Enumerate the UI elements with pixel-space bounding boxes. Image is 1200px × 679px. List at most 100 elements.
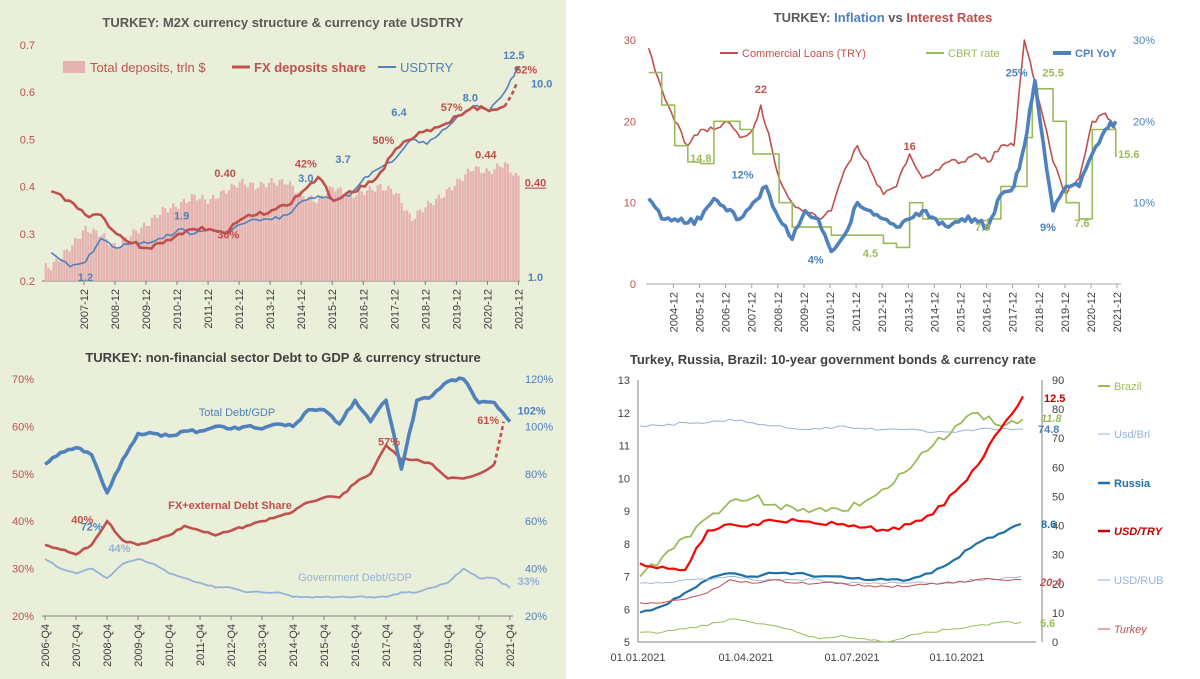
deposit-bar	[474, 166, 478, 281]
title-part-vs: vs	[885, 10, 907, 25]
cpi-line	[647, 78, 1118, 254]
deposit-bar	[512, 175, 515, 281]
data-label: 4%	[808, 255, 824, 267]
deposit-bar	[65, 249, 69, 281]
right-tick-label: 20	[1052, 579, 1064, 591]
data-label: 50%	[372, 135, 394, 147]
deposit-bar	[259, 181, 263, 281]
x-tick-label: 2005-12	[695, 292, 707, 332]
series-label-fx: FX+external Debt Share	[168, 500, 292, 512]
data-label: 16	[903, 141, 915, 153]
data-label: 42%	[295, 159, 317, 171]
left-tick-label: 9	[624, 506, 630, 518]
deposit-bar	[214, 198, 217, 281]
deposit-bar	[469, 171, 472, 281]
legend-label: Turkey	[1114, 624, 1148, 636]
deposit-bar	[233, 185, 236, 281]
left-tick-label: 12	[618, 408, 630, 420]
deposit-bar	[246, 187, 249, 281]
legend-label-usd: USDTRY	[400, 60, 454, 75]
right-tick-label: 30%	[1133, 35, 1155, 47]
deposit-bar	[278, 180, 281, 281]
deposit-bar	[384, 190, 387, 281]
x-tick-label: 2018-Q4	[412, 624, 424, 667]
deposit-bar	[275, 185, 278, 281]
cbrt-rate-line	[648, 71, 1117, 249]
deposit-bar	[132, 229, 135, 281]
deposit-bar	[273, 182, 276, 281]
right-tick-label: 40	[1052, 521, 1064, 533]
deposit-bar	[219, 190, 223, 281]
inflation-legend: Commercial Loans (TRY) CBRT rate CPI YoY	[720, 48, 1117, 60]
deposit-bar	[270, 178, 273, 281]
data-label: 0.44	[475, 149, 497, 161]
data-label: 62%	[515, 64, 537, 76]
data-label: 102%	[518, 406, 546, 418]
m2x-plot: 0.7 0.6 0.5 0.4 0.3 0.2 2007-12 2008-12 2009-12 2…	[20, 40, 553, 329]
legend-label: Russia	[1114, 478, 1151, 490]
deposit-bar	[331, 187, 334, 281]
data-label: 1.0	[528, 272, 543, 284]
usdtry-end-marker	[514, 66, 520, 72]
right-tick-label: 70	[1052, 433, 1064, 445]
deposit-bar	[302, 196, 305, 281]
right-tick-label: 120%	[525, 374, 553, 386]
series-label-gov: Government Debt/GDP	[298, 572, 412, 584]
deposit-bar	[480, 173, 483, 281]
deposit-bar	[174, 206, 178, 281]
deposit-bar	[92, 228, 95, 281]
data-label: 12%	[732, 169, 754, 181]
deposit-bar	[254, 189, 257, 281]
inflation-chart-panel: TURKEY: Inflation vs Interest Rates Comm…	[566, 0, 1200, 340]
deposit-bar	[493, 169, 496, 281]
data-label: 4.5	[863, 248, 878, 260]
x-tick-label: 2006-Q4	[40, 624, 52, 667]
deposit-bar	[262, 183, 265, 281]
legend-label-loans: Commercial Loans (TRY)	[742, 48, 866, 60]
data-label: 40%	[71, 515, 93, 527]
x-tick-label: 2013-Q4	[257, 624, 269, 667]
data-label: 74.8	[1038, 424, 1059, 436]
deposit-bar	[129, 236, 132, 281]
data-label: 14.8	[690, 153, 711, 165]
deposit-bar	[108, 245, 111, 281]
deposit-bar	[211, 195, 215, 281]
deposit-bar	[76, 238, 79, 281]
deposit-bar	[164, 208, 167, 281]
data-label: 72%	[81, 522, 103, 534]
deposit-bar	[84, 225, 87, 281]
debt-plot: 70% 60% 50% 40% 30% 20% 120% 100% 80% 60% 40% 20% 20…	[12, 374, 553, 667]
legend-label-cpi: CPI YoY	[1075, 48, 1117, 60]
right-tick-label: 20%	[525, 611, 547, 623]
debt-chart-title: TURKEY: non-financial sector Debt to GDP…	[85, 350, 480, 365]
deposit-bar	[217, 198, 220, 281]
left-tick-label: 0.2	[20, 276, 35, 288]
data-label: 20.4	[1039, 577, 1061, 589]
deposit-bar	[121, 239, 124, 281]
x-tick-label: 2009-12	[799, 292, 811, 332]
deposit-bar	[126, 240, 130, 281]
deposit-bar	[323, 198, 326, 281]
m2x-legend: Total deposits, trln $ FX deposits share…	[63, 60, 454, 75]
data-label: 8.6	[1041, 519, 1056, 531]
deposit-bar	[227, 190, 231, 281]
deposit-bar	[397, 193, 401, 281]
left-tick-label: 10	[618, 473, 630, 485]
deposit-bar	[506, 163, 509, 281]
deposit-bar	[177, 208, 180, 281]
x-tick-label: 01.01.2021	[610, 652, 665, 664]
deposit-bar	[450, 190, 454, 281]
x-tick-label: 2017-Q4	[381, 624, 393, 667]
legend-label: USD/RUB	[1114, 575, 1164, 587]
x-tick-label: 2015-12	[327, 289, 339, 329]
left-tick-label: 8	[624, 539, 630, 551]
deposit-bar	[124, 237, 127, 281]
deposit-bar	[400, 202, 403, 281]
x-tick-label: 2012-Q4	[226, 624, 238, 667]
deposit-bar	[307, 196, 310, 281]
x-tick-label: 2019-12	[451, 289, 463, 329]
data-label: 12.5	[503, 50, 524, 62]
deposit-bar	[310, 195, 313, 281]
deposit-bar	[432, 205, 435, 281]
x-tick-label: 2016-12	[358, 289, 370, 329]
